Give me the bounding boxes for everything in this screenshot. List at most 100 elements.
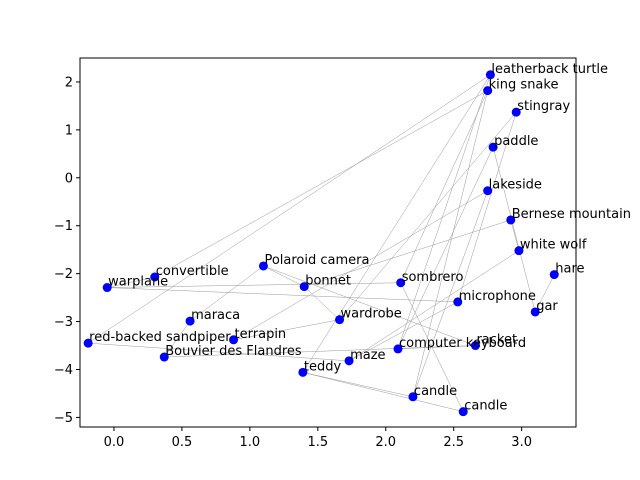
data-point bbox=[458, 407, 468, 417]
data-point bbox=[150, 272, 160, 282]
edge-line bbox=[457, 112, 517, 302]
data-point bbox=[483, 86, 493, 96]
y-tick-label: −1 bbox=[54, 219, 73, 234]
point-label: maze bbox=[350, 348, 385, 363]
edge-line bbox=[348, 250, 520, 362]
point-label: white wolf bbox=[520, 238, 587, 253]
x-axis: 0.0 0.5 1.0 1.5 2.0 2.5 3.0 bbox=[104, 427, 532, 450]
point-label: terrapin bbox=[235, 327, 287, 342]
point-label: lakeside bbox=[489, 178, 542, 193]
y-tick-label: −4 bbox=[54, 363, 73, 378]
edge-line bbox=[397, 345, 476, 350]
edge-line bbox=[302, 372, 464, 412]
y-tick-label: −2 bbox=[54, 267, 73, 282]
data-point bbox=[298, 367, 308, 377]
x-tick-label: 1.0 bbox=[240, 435, 261, 450]
edge-line bbox=[302, 74, 491, 373]
edge-line bbox=[492, 147, 536, 313]
data-point bbox=[393, 344, 403, 354]
data-point bbox=[549, 270, 559, 280]
data-point bbox=[488, 142, 498, 152]
y-axis: −5 −4 −3 −2 −1 0 1 2 bbox=[54, 75, 80, 426]
plot-frame bbox=[79, 57, 577, 428]
edge-line bbox=[397, 74, 491, 349]
point-label: maraca bbox=[191, 308, 240, 323]
data-point bbox=[102, 283, 112, 293]
point-label: Bouvier des Flandres bbox=[165, 344, 302, 359]
data-point bbox=[408, 392, 418, 402]
y-tick-label: 2 bbox=[65, 75, 73, 90]
edge-line bbox=[348, 301, 458, 362]
point-label: stingray bbox=[517, 99, 570, 114]
data-point bbox=[83, 338, 93, 348]
point-label: leatherback turtle bbox=[491, 62, 608, 77]
data-point bbox=[453, 297, 463, 307]
data-point bbox=[470, 341, 480, 351]
points-layer bbox=[83, 70, 559, 417]
point-label: computer keyboard bbox=[399, 336, 526, 351]
point-label: wardrobe bbox=[341, 307, 402, 322]
edge-line bbox=[412, 190, 488, 397]
edge-line bbox=[412, 90, 488, 397]
point-label: candle bbox=[414, 384, 457, 399]
y-tick-label: −3 bbox=[54, 315, 73, 330]
data-point bbox=[159, 352, 169, 362]
data-point bbox=[514, 246, 524, 256]
point-label: warplane bbox=[108, 275, 168, 290]
edge-line bbox=[107, 287, 458, 303]
edge-line bbox=[189, 265, 264, 322]
edge-line bbox=[164, 320, 191, 358]
edge-line bbox=[339, 111, 517, 320]
x-tick-label: 2.0 bbox=[375, 435, 396, 450]
data-point bbox=[335, 315, 345, 325]
edge-line bbox=[397, 147, 494, 349]
point-label: candle bbox=[464, 399, 507, 414]
data-point bbox=[396, 278, 406, 288]
point-label: racket bbox=[476, 333, 517, 348]
point-label: paddle bbox=[494, 134, 538, 149]
y-tick-label: 1 bbox=[65, 123, 73, 138]
point-label: sombrero bbox=[402, 270, 464, 285]
edge-line bbox=[233, 190, 488, 340]
edge-line bbox=[263, 265, 476, 346]
edge-line bbox=[88, 342, 350, 362]
point-label: hare bbox=[555, 262, 584, 277]
edge-line bbox=[304, 286, 340, 320]
x-tick-label: 3.0 bbox=[511, 435, 532, 450]
edge-line bbox=[510, 219, 520, 251]
x-tick-label: 1.5 bbox=[307, 435, 328, 450]
data-point bbox=[229, 335, 239, 345]
edge-line bbox=[263, 265, 305, 287]
edge-line bbox=[535, 274, 555, 313]
data-point bbox=[511, 107, 521, 117]
point-label: convertible bbox=[156, 264, 229, 279]
y-tick-label: 0 bbox=[65, 171, 73, 186]
point-label: gar bbox=[536, 299, 558, 314]
x-tick-label: 0.5 bbox=[172, 435, 193, 450]
edge-line bbox=[304, 219, 511, 287]
edge-line bbox=[302, 372, 413, 398]
data-point bbox=[185, 316, 195, 326]
point-label: teddy bbox=[304, 359, 342, 374]
data-point bbox=[258, 261, 268, 271]
point-label: king snake bbox=[489, 78, 559, 93]
data-point bbox=[485, 70, 495, 80]
point-label: Polaroid camera bbox=[264, 253, 369, 268]
edge-line bbox=[88, 74, 491, 344]
x-tick-label: 0.0 bbox=[104, 435, 125, 450]
y-tick-label: −5 bbox=[54, 411, 73, 426]
point-label: bonnet bbox=[305, 274, 351, 289]
edge-line bbox=[164, 345, 476, 358]
data-point bbox=[299, 282, 309, 292]
edge-line bbox=[107, 282, 401, 288]
x-tick-label: 2.5 bbox=[443, 435, 464, 450]
edge-line bbox=[154, 90, 488, 278]
edge-line bbox=[107, 276, 155, 288]
data-point bbox=[530, 307, 540, 317]
edge-line bbox=[233, 319, 340, 341]
data-point bbox=[344, 356, 354, 366]
data-point bbox=[483, 186, 493, 196]
